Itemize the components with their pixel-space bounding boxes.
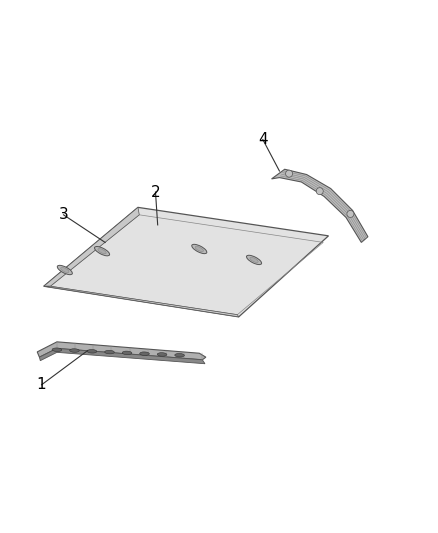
Ellipse shape [98, 248, 106, 254]
Ellipse shape [87, 350, 97, 353]
Circle shape [347, 211, 354, 217]
Polygon shape [39, 349, 205, 364]
Ellipse shape [52, 348, 62, 351]
Ellipse shape [122, 351, 132, 354]
Text: 1: 1 [37, 377, 46, 392]
Ellipse shape [70, 349, 79, 352]
Polygon shape [44, 286, 239, 317]
Polygon shape [44, 207, 139, 286]
Ellipse shape [192, 244, 207, 254]
Ellipse shape [61, 268, 69, 272]
Ellipse shape [95, 246, 110, 256]
Text: 4: 4 [258, 132, 268, 147]
Circle shape [316, 188, 323, 195]
Text: 2: 2 [151, 184, 160, 199]
Ellipse shape [195, 246, 203, 252]
Ellipse shape [105, 350, 114, 354]
Ellipse shape [175, 353, 184, 357]
Polygon shape [44, 207, 328, 317]
Text: 3: 3 [59, 207, 68, 222]
Ellipse shape [140, 352, 149, 356]
Ellipse shape [247, 255, 261, 264]
Ellipse shape [57, 265, 72, 274]
Ellipse shape [157, 353, 167, 356]
Circle shape [286, 170, 293, 177]
Polygon shape [37, 342, 206, 360]
Ellipse shape [250, 257, 258, 262]
Polygon shape [272, 169, 368, 243]
